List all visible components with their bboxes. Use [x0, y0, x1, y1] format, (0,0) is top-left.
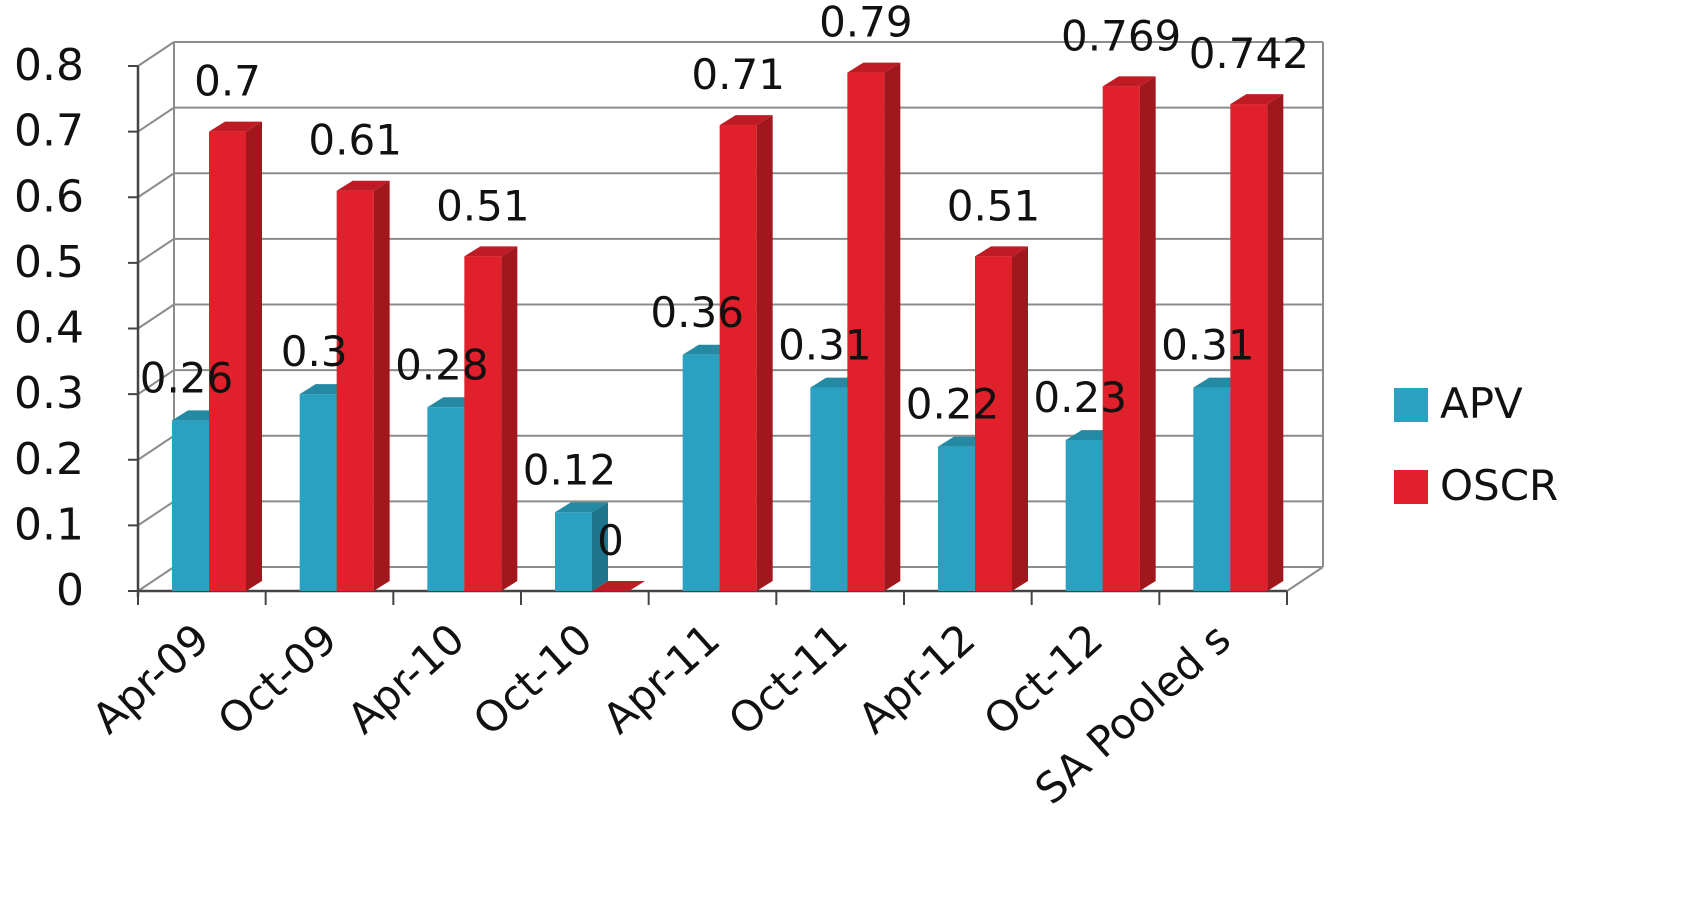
legend-swatch-oscr — [1394, 470, 1428, 504]
legend-swatch-apv — [1394, 388, 1428, 422]
gridline-side — [137, 172, 175, 199]
bar-oscr-6 — [975, 246, 1028, 591]
y-tick-label: 0.5 — [14, 237, 84, 288]
data-label-oscr: 0.7 — [194, 57, 261, 106]
bar-side — [501, 246, 518, 591]
bar-front — [209, 131, 246, 591]
bar-oscr-8 — [1230, 94, 1284, 591]
bar-side — [1267, 94, 1284, 591]
x-tick-label: Apr-12 — [849, 614, 985, 743]
bar-front — [336, 190, 374, 591]
x-tick-label: Oct-09 — [208, 614, 346, 745]
bar-front — [810, 387, 848, 591]
gridline-side — [137, 238, 175, 264]
data-label-oscr: 0 — [597, 516, 624, 565]
data-label-apv: 0.36 — [650, 288, 744, 337]
bar-side — [373, 180, 390, 591]
bar-top — [592, 581, 645, 591]
y-tick-label: 0 — [56, 565, 84, 616]
bar-front — [682, 354, 720, 591]
bar-top — [209, 121, 262, 132]
chart-legend: APV OSCR — [1394, 379, 1558, 510]
data-label-apv: 0.31 — [778, 321, 872, 370]
data-label-oscr: 0.61 — [308, 116, 402, 165]
bar-oscr-7 — [1102, 76, 1156, 591]
bar-oscr-1 — [336, 180, 390, 591]
data-label-oscr: 0.79 — [819, 0, 913, 47]
bar-front — [1065, 440, 1103, 591]
x-tick-label: Oct-10 — [464, 614, 602, 745]
data-label-apv: 0.26 — [140, 353, 234, 402]
x-tick-label: Apr-10 — [338, 614, 474, 743]
gridline-side — [137, 369, 175, 395]
y-tick-label: 0.2 — [14, 434, 84, 485]
bar-oscr-4 — [719, 115, 773, 591]
bar-side — [1012, 246, 1028, 591]
bar-side — [246, 121, 262, 591]
data-label-apv: 0.31 — [1161, 321, 1255, 370]
bar-front — [847, 72, 885, 591]
bar-front — [1230, 104, 1268, 591]
bar-side — [592, 502, 608, 591]
bar-front — [427, 407, 465, 591]
gridline-side — [137, 500, 175, 527]
legend-label-apv: APV — [1440, 379, 1523, 428]
bar-front — [172, 420, 209, 591]
bar-top — [975, 246, 1028, 257]
x-tick-label: Apr-11 — [593, 614, 729, 743]
x-tick-label: Oct-11 — [719, 614, 857, 745]
data-label-oscr: 0.742 — [1189, 29, 1309, 78]
data-label-apv: 0.23 — [1033, 373, 1127, 422]
bar-side — [1139, 76, 1156, 591]
y-tick-label: 0.8 — [14, 40, 84, 91]
data-label-oscr: 0.769 — [1061, 11, 1181, 60]
data-label-oscr: 0.71 — [691, 50, 785, 99]
bar-front — [1102, 86, 1140, 591]
bar-oscr-0 — [209, 121, 262, 591]
data-label-oscr: 0.51 — [436, 181, 530, 230]
bar-top — [555, 502, 608, 513]
bar-side — [884, 62, 901, 591]
floor-edge — [1286, 566, 1324, 592]
gridline-side — [137, 303, 175, 330]
chart-data-labels: 0.26 0.7 0.3 0.61 0.28 0.51 0.12 0 0.36 0.71 0.31 0… — [140, 0, 1309, 565]
bar-apv-3 — [555, 502, 608, 591]
bar-side — [756, 115, 773, 591]
data-label-oscr: 0.51 — [947, 181, 1041, 230]
bar-front — [555, 512, 592, 591]
data-label-apv: 0.22 — [906, 380, 1000, 429]
y-tick-label: 0.1 — [14, 499, 84, 550]
y-tick-label: 0.6 — [14, 171, 84, 222]
bar-oscr-2 — [464, 246, 518, 591]
bar-top — [464, 246, 518, 257]
legend-label-oscr: OSCR — [1440, 461, 1558, 510]
bar-top — [1230, 94, 1284, 105]
data-label-apv: 0.3 — [281, 327, 348, 376]
chart-bars — [172, 62, 1284, 591]
y-tick-label: 0.4 — [14, 303, 84, 354]
bar-top — [336, 180, 390, 191]
y-tick-label: 0.3 — [14, 368, 84, 419]
gridline-side — [137, 434, 175, 461]
bar-top — [1102, 76, 1156, 87]
bar-front — [464, 256, 502, 591]
bar-front — [299, 394, 337, 591]
bar-oscr-5 — [847, 62, 901, 591]
gridline-side — [137, 566, 175, 592]
bar-top — [847, 62, 901, 73]
bar-front — [975, 256, 1012, 591]
bar-front — [719, 125, 757, 591]
bar-front — [1193, 387, 1231, 591]
data-label-apv: 0.28 — [395, 340, 489, 389]
x-tick-label: Apr-09 — [83, 614, 219, 743]
data-label-apv: 0.12 — [523, 445, 617, 494]
y-tick-label: 0.7 — [14, 106, 84, 157]
gridline-side — [137, 41, 175, 67]
gridline-side — [137, 106, 175, 133]
bar-oscr-3 — [592, 581, 645, 591]
bar-front — [938, 446, 975, 591]
bar-top — [719, 115, 773, 126]
